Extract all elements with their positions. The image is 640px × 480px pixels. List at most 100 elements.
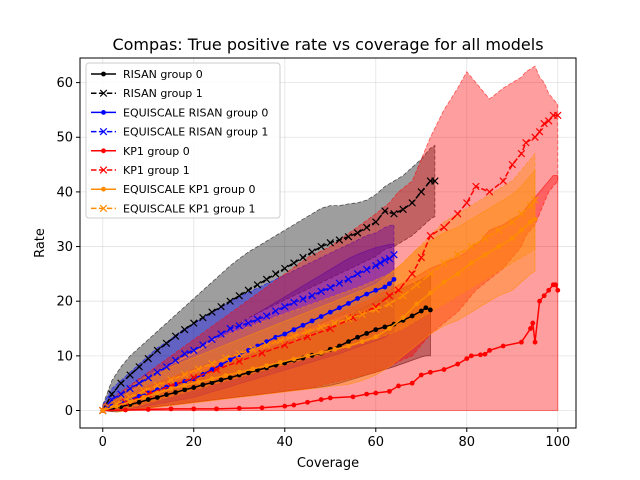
- equiscale-kp1-group-0-point: [532, 216, 538, 222]
- legend-box: [85, 62, 281, 219]
- risan-group-1-point: [190, 319, 198, 327]
- chart-title: Compas: True positive rate vs coverage f…: [112, 35, 543, 54]
- kp1-group-0-point: [236, 405, 242, 411]
- y-tick-label: 40: [56, 185, 73, 200]
- kp1-group-0-point: [455, 361, 461, 367]
- kp1-group-0-band: [102, 175, 559, 411]
- equiscale-risan-group-1-point: [344, 275, 353, 284]
- kp1-group-1-point: [258, 349, 266, 357]
- kp1-group-0-point: [546, 287, 552, 293]
- plot-frame: [79, 57, 577, 429]
- equiscale-risan-group-1-point: [308, 292, 316, 300]
- risan-group-1-point: [153, 346, 162, 355]
- equiscale-kp1-group-0-point: [468, 260, 474, 266]
- series-lines: [99, 111, 562, 415]
- risan-group-0-point: [218, 377, 224, 383]
- kp1-group-1-point: [394, 286, 403, 294]
- kp1-group-0-point: [350, 394, 356, 400]
- equiscale-kp1-group-1-point: [358, 310, 366, 319]
- kp1-group-1-point: [385, 292, 394, 300]
- equiscale-risan-group-0-point: [327, 309, 333, 315]
- equiscale-kp1-group-0-point: [496, 244, 502, 249]
- equiscale-kp1-group-0-point: [482, 252, 488, 258]
- equiscale-risan-group-1-point: [190, 346, 198, 355]
- equiscale-risan-group-1-point: [290, 298, 298, 307]
- risan-group-0-point: [182, 387, 188, 393]
- equiscale-risan-group-1-point: [226, 324, 234, 333]
- legend-label: RISAN group 0: [123, 68, 203, 81]
- y-tick-label: 60: [56, 76, 73, 91]
- equiscale-risan-group-0-point: [209, 367, 215, 372]
- equiscale-kp1-group-0-point: [332, 346, 338, 352]
- y-tick-label: 50: [56, 131, 73, 146]
- equiscale-risan-group-1-point: [126, 384, 134, 393]
- equiscale-risan-group-1-point: [117, 390, 125, 398]
- kp1-group-1-point: [235, 357, 243, 366]
- equiscale-risan-group-1-point: [281, 302, 289, 311]
- risan-group-1-point: [299, 253, 307, 262]
- risan-group-1-point: [431, 177, 439, 185]
- legend: RISAN group 0 RISAN group 1 EQUISCALE RISA…: [85, 62, 281, 219]
- risan-group-1-point: [399, 205, 407, 214]
- kp1-group-0-point: [427, 369, 433, 375]
- equiscale-risan-group-0-point: [318, 314, 324, 319]
- kp1-group-0-point: [409, 380, 415, 386]
- equiscale-risan-group-0-point: [264, 339, 269, 345]
- equiscale-risan-group-1-point: [144, 373, 152, 382]
- risan-group-1-point: [362, 223, 371, 232]
- kp1-group-0-point: [464, 356, 470, 361]
- kp1-group-1-point: [426, 231, 435, 240]
- risan-group-1-point: [344, 232, 353, 241]
- risan-group-1-point: [117, 379, 125, 387]
- equiscale-risan-group-0-point: [391, 276, 397, 282]
- equiscale-kp1-group-1-point: [385, 300, 394, 308]
- kp1-group-1-point: [499, 177, 507, 185]
- kp1-group-0-point: [327, 395, 333, 401]
- kp1-group-0-point: [259, 405, 265, 411]
- risan-group-0-point: [164, 392, 169, 398]
- risan-group-1-point: [335, 236, 344, 244]
- equiscale-kp1-group-0-point: [291, 356, 297, 362]
- kp1-group-1-point: [508, 160, 517, 169]
- axis-ticks: 0 20 40 60 80 100 0 10 20 30 40 50 60: [56, 76, 570, 450]
- equiscale-kp1-group-0-point: [236, 369, 242, 375]
- equiscale-risan-group-1-point: [299, 295, 307, 303]
- equiscale-kp1-group-1-band: [102, 152, 536, 411]
- risan-group-1-point: [208, 308, 216, 316]
- equiscale-risan-group-1-point: [326, 283, 334, 292]
- equiscale-risan-group-0-point: [218, 362, 224, 368]
- risan-group-1-point: [171, 332, 180, 340]
- equiscale-risan-group-0-band: [102, 243, 395, 413]
- equiscale-kp1-group-0-point: [264, 363, 269, 369]
- kp1-group-0-point: [214, 406, 219, 412]
- equiscale-kp1-group-0-point: [154, 390, 160, 396]
- kp1-group-0-point: [282, 403, 288, 409]
- kp1-group-1-point: [408, 270, 416, 278]
- kp1-group-0-point: [373, 390, 379, 396]
- equiscale-risan-group-0-point: [245, 347, 251, 353]
- risan-group-1-point: [317, 242, 325, 251]
- equiscale-kp1-group-1-point: [167, 376, 175, 384]
- equiscale-kp1-group-1-point: [262, 341, 271, 349]
- risan-group-0-point: [209, 380, 215, 386]
- legend-marker: [99, 166, 108, 174]
- kp1-group-0-point: [305, 399, 310, 405]
- equiscale-risan-group-0-point: [309, 318, 315, 324]
- risan-group-1-point: [417, 188, 426, 196]
- equiscale-risan-group-0-line: [102, 278, 395, 412]
- kp1-group-0-point: [541, 293, 547, 299]
- equiscale-risan-group-0-point: [336, 305, 342, 311]
- risan-group-1-point: [226, 297, 234, 305]
- equiscale-risan-group-1-point: [353, 270, 362, 278]
- kp1-group-1-point: [522, 138, 530, 147]
- legend-marker: [99, 204, 108, 213]
- kp1-group-0-point: [518, 339, 524, 345]
- kp1-group-0-point: [468, 353, 474, 359]
- equiscale-kp1-group-1-point: [112, 400, 121, 408]
- equiscale-kp1-group-1-point: [221, 354, 230, 362]
- equiscale-kp1-group-0-point: [127, 399, 133, 405]
- kp1-group-0-point: [482, 351, 488, 357]
- equiscale-risan-group-1-point: [217, 330, 225, 338]
- legend-label: KP1 group 0: [123, 145, 190, 158]
- equiscale-kp1-group-1-point: [344, 314, 353, 323]
